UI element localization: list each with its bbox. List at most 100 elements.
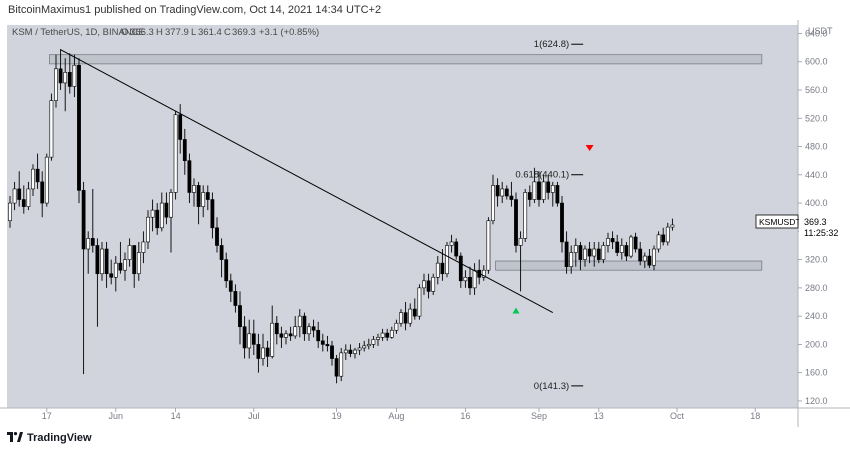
candle bbox=[481, 265, 486, 281]
candle-body bbox=[242, 326, 247, 349]
y-tick-label: 200.0 bbox=[805, 339, 828, 349]
candle-body bbox=[472, 269, 477, 289]
candle-body bbox=[642, 255, 647, 262]
candle bbox=[353, 347, 357, 359]
candle-body bbox=[196, 185, 201, 207]
candle bbox=[228, 273, 233, 303]
candle-body bbox=[40, 181, 45, 204]
candle-body bbox=[537, 181, 541, 200]
candle-body bbox=[573, 245, 578, 253]
candle bbox=[449, 234, 454, 253]
candle-body bbox=[578, 245, 583, 260]
down-arrow-marker bbox=[585, 144, 594, 151]
price-tag-value-box bbox=[799, 215, 844, 240]
y-tick-label: 400.0 bbox=[805, 198, 828, 208]
candle-body bbox=[389, 329, 394, 338]
candle-body bbox=[495, 185, 500, 197]
candle-body bbox=[26, 188, 31, 207]
candle bbox=[633, 232, 638, 253]
candle-body bbox=[468, 276, 472, 289]
candle-body bbox=[63, 72, 68, 84]
candle-body bbox=[178, 114, 183, 140]
candle bbox=[330, 340, 334, 366]
candle-body bbox=[58, 68, 63, 84]
candle-body bbox=[284, 333, 288, 338]
candle-body bbox=[357, 347, 362, 351]
candlestick-chart[interactable]: 1(624.8) 0.618(440.1) 0(141.3) 640.0 600.0 5… bbox=[0, 20, 850, 427]
candle-body bbox=[141, 241, 146, 253]
candle-body bbox=[251, 333, 256, 345]
candle bbox=[169, 188, 173, 253]
candle bbox=[17, 171, 22, 207]
candle bbox=[601, 241, 606, 264]
y-tick-label: 240.0 bbox=[805, 311, 828, 321]
candle bbox=[454, 238, 459, 260]
candle bbox=[90, 188, 95, 253]
candle bbox=[123, 252, 127, 281]
y-tick-label: 560.0 bbox=[805, 85, 828, 95]
candle-body bbox=[454, 241, 459, 257]
price-axis[interactable]: 640.0600.0560.0520.0480.0440.0400.0360.0… bbox=[798, 28, 828, 406]
candle-body bbox=[569, 252, 574, 267]
candle-body bbox=[215, 227, 219, 246]
candle bbox=[136, 241, 141, 281]
candle bbox=[95, 238, 100, 327]
candle bbox=[596, 241, 601, 264]
candle-body bbox=[136, 252, 141, 275]
legend: KSM / TetherUS, 1D, BINANCE O 366.3 H 37… bbox=[12, 27, 319, 38]
candle bbox=[242, 316, 247, 359]
candle-body bbox=[210, 199, 215, 229]
candle-body bbox=[67, 72, 72, 87]
tradingview-logo[interactable]: TradingView bbox=[7, 432, 92, 444]
candle bbox=[31, 164, 35, 197]
x-tick-label: 19 bbox=[332, 411, 342, 421]
candle-body bbox=[541, 181, 546, 200]
candle-body bbox=[532, 181, 537, 200]
chart-area[interactable]: 1(624.8) 0.618(440.1) 0(141.3) 640.0 600.0 5… bbox=[0, 20, 850, 427]
candle bbox=[58, 49, 63, 91]
fib-label: 0.618(440.1) bbox=[515, 170, 569, 181]
candle bbox=[109, 259, 114, 285]
candle-body bbox=[339, 352, 344, 377]
candle bbox=[201, 185, 206, 218]
candle-body bbox=[182, 139, 187, 161]
candle-body bbox=[288, 333, 293, 337]
candle-body bbox=[224, 259, 229, 282]
candle-body bbox=[325, 344, 330, 347]
price-tag-price: 369.3 bbox=[804, 217, 827, 227]
candle-body bbox=[201, 192, 206, 207]
time-axis[interactable]: 17 Jun 14 Jul 19 Aug 16 Sep 13 Oct 18 bbox=[42, 408, 760, 421]
candle-body bbox=[422, 280, 426, 289]
candle bbox=[583, 245, 587, 267]
price-tag-symbol-box bbox=[755, 214, 799, 229]
candle bbox=[458, 252, 463, 288]
candle bbox=[146, 210, 150, 250]
candle-body bbox=[256, 344, 261, 359]
candle bbox=[113, 256, 118, 292]
descending-trendline bbox=[60, 49, 554, 314]
candle-body bbox=[362, 345, 367, 349]
candle-body bbox=[366, 344, 371, 347]
y-tick-label: 600.0 bbox=[805, 57, 828, 67]
candle bbox=[403, 302, 408, 331]
candle bbox=[661, 227, 666, 246]
candle bbox=[624, 241, 629, 262]
candle-body bbox=[90, 238, 95, 246]
candle bbox=[21, 185, 26, 214]
candle-body bbox=[118, 262, 123, 271]
x-tick-label: 13 bbox=[594, 411, 604, 421]
candle bbox=[155, 203, 160, 235]
candle bbox=[417, 284, 422, 320]
candle bbox=[307, 323, 311, 341]
candle bbox=[527, 185, 532, 207]
candle-body bbox=[504, 188, 509, 197]
candle bbox=[192, 178, 196, 207]
x-tick-label: Jun bbox=[109, 411, 124, 421]
candle bbox=[210, 192, 215, 239]
candle bbox=[238, 291, 242, 345]
candle bbox=[274, 316, 279, 345]
candle bbox=[164, 192, 169, 225]
candle-body bbox=[146, 216, 150, 243]
candle bbox=[619, 238, 624, 260]
candle bbox=[514, 192, 518, 253]
